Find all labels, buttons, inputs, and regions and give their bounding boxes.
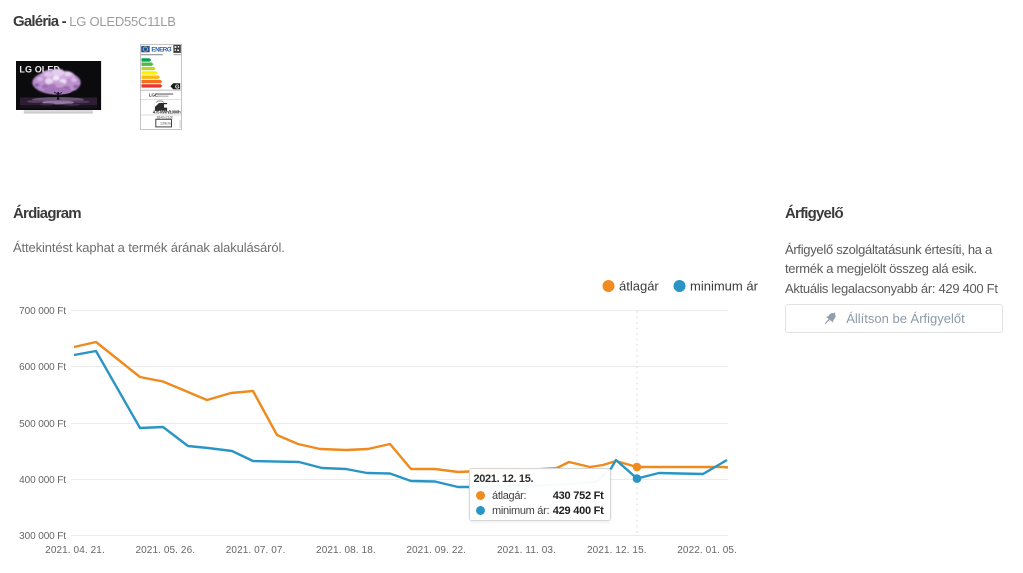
svg-text:300 000 Ft: 300 000 Ft bbox=[19, 531, 66, 542]
svg-text:139cm: 139cm bbox=[160, 122, 171, 126]
svg-text:500 000 Ft: 500 000 Ft bbox=[19, 419, 66, 430]
svg-text:LGE: LGE bbox=[149, 93, 159, 99]
svg-text:2021. 07. 07.: 2021. 07. 07. bbox=[226, 545, 286, 556]
svg-text:2021. 08. 18.: 2021. 08. 18. bbox=[316, 545, 376, 556]
svg-text:2021. 05. 26.: 2021. 05. 26. bbox=[135, 545, 195, 556]
svg-text:475 kWh/1000h: 475 kWh/1000h bbox=[153, 109, 181, 114]
svg-text:átlagár: átlagár bbox=[619, 279, 659, 294]
svg-text:2021. 11. 03.: 2021. 11. 03. bbox=[497, 545, 556, 556]
svg-text:G: G bbox=[175, 84, 180, 90]
svg-text:3840x2160: 3840x2160 bbox=[157, 116, 174, 120]
svg-text:700 000 Ft: 700 000 Ft bbox=[19, 306, 66, 317]
svg-text:Y: Y bbox=[170, 46, 173, 50]
svg-text:600 000 Ft: 600 000 Ft bbox=[19, 362, 66, 373]
svg-text:2021. 12. 15.: 2021. 12. 15. bbox=[587, 545, 647, 556]
svg-text:LG OLED: LG OLED bbox=[19, 64, 60, 74]
svg-text:ENERG: ENERG bbox=[151, 47, 171, 54]
svg-text:400 000 Ft: 400 000 Ft bbox=[19, 475, 66, 486]
svg-text:minimum ár: minimum ár bbox=[690, 279, 759, 294]
svg-text:2021. 04. 21.: 2021. 04. 21. bbox=[45, 545, 105, 556]
svg-text:2021. 09. 22.: 2021. 09. 22. bbox=[406, 545, 466, 556]
svg-text:2022. 01. 05.: 2022. 01. 05. bbox=[677, 545, 737, 556]
